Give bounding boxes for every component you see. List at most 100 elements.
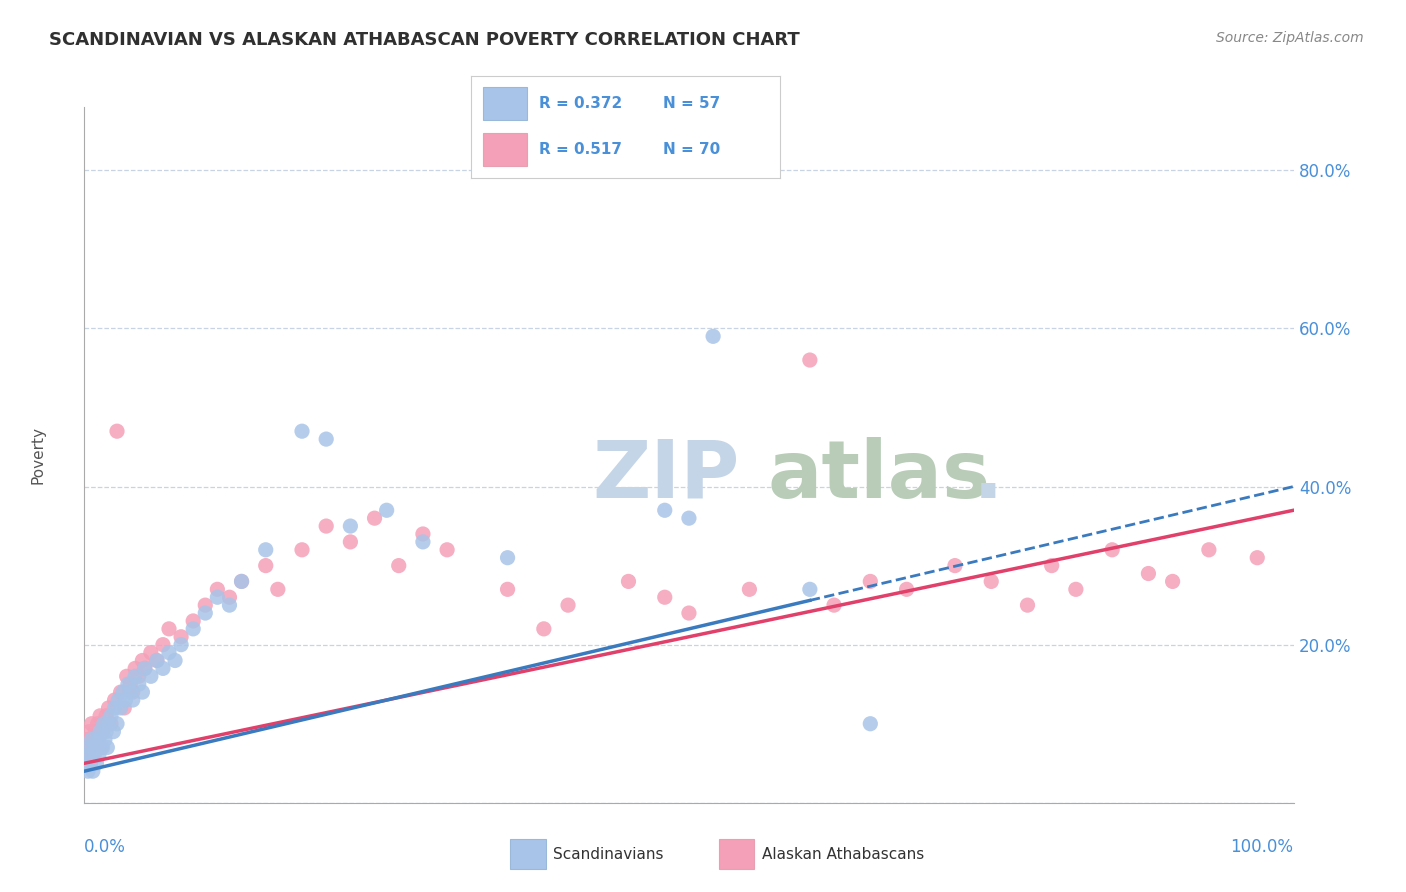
Point [121, 685, 143, 699]
Point [557, 598, 579, 612]
Point [75, 748, 97, 763]
Text: ZIP: ZIP [592, 437, 740, 515]
Point [120, 677, 142, 691]
Point [496, 582, 519, 597]
Point [89, 708, 111, 723]
Bar [484, 87, 527, 120]
Point [315, 519, 337, 533]
Point [152, 661, 174, 675]
Point [231, 574, 253, 589]
Point [617, 574, 640, 589]
Point [94, 724, 117, 739]
Point [412, 534, 434, 549]
Point [83, 748, 105, 763]
Point [363, 511, 385, 525]
Text: 0.0%: 0.0% [84, 838, 127, 855]
Point [1246, 550, 1268, 565]
Text: 100.0%: 100.0% [1230, 838, 1294, 855]
Point [91, 740, 114, 755]
Point [93, 716, 115, 731]
Point [97, 716, 120, 731]
Bar [484, 133, 527, 166]
Point [388, 558, 411, 573]
Point [436, 542, 458, 557]
Point [799, 353, 821, 368]
Point [980, 574, 1002, 589]
Point [152, 638, 174, 652]
Point [77, 764, 100, 779]
Point [93, 716, 115, 731]
Point [124, 669, 146, 683]
Text: R = 0.517: R = 0.517 [538, 142, 621, 157]
Point [1064, 582, 1087, 597]
Text: N = 57: N = 57 [662, 96, 720, 111]
Point [943, 558, 966, 573]
Point [1198, 542, 1220, 557]
Point [82, 764, 104, 779]
Point [79, 756, 101, 771]
Point [207, 582, 229, 597]
Point [96, 740, 118, 755]
Point [114, 693, 136, 707]
Point [496, 550, 519, 565]
Point [678, 606, 700, 620]
Point [128, 669, 150, 683]
Point [80, 716, 103, 731]
Point [339, 519, 361, 533]
Point [87, 748, 110, 763]
Point [157, 646, 180, 660]
Point [77, 740, 100, 755]
Bar [718, 839, 754, 869]
Point [86, 740, 108, 755]
Point [738, 582, 761, 597]
Point [194, 606, 217, 620]
Point [128, 677, 150, 691]
Point [94, 708, 117, 723]
Point [533, 622, 555, 636]
Point [110, 701, 132, 715]
Text: N = 70: N = 70 [662, 142, 720, 157]
Point [105, 424, 128, 438]
Point [120, 685, 142, 699]
Point [218, 598, 240, 612]
Point [139, 646, 162, 660]
Text: Scandinavians: Scandinavians [554, 847, 664, 862]
Point [103, 724, 125, 739]
Point [75, 756, 97, 771]
Point [170, 630, 193, 644]
Point [76, 748, 98, 763]
Point [1137, 566, 1160, 581]
Text: Source: ZipAtlas.com: Source: ZipAtlas.com [1216, 31, 1364, 45]
Point [121, 693, 143, 707]
Point [100, 716, 122, 731]
Point [84, 724, 107, 739]
Point [267, 582, 290, 597]
Point [181, 622, 204, 636]
Point [896, 582, 918, 597]
Text: Poverty: Poverty [31, 425, 46, 484]
Point [94, 732, 117, 747]
Point [1017, 598, 1039, 612]
Point [134, 661, 156, 675]
Point [1101, 542, 1123, 557]
Point [254, 542, 277, 557]
Point [134, 661, 156, 675]
Point [104, 693, 127, 707]
Point [702, 329, 724, 343]
Text: Alaskan Athabascans: Alaskan Athabascans [762, 847, 924, 862]
Point [112, 685, 135, 699]
Point [799, 582, 821, 597]
Point [124, 661, 146, 675]
Point [79, 740, 101, 755]
Point [117, 677, 139, 691]
Text: SCANDINAVIAN VS ALASKAN ATHABASCAN POVERTY CORRELATION CHART: SCANDINAVIAN VS ALASKAN ATHABASCAN POVER… [49, 31, 800, 49]
Point [170, 638, 193, 652]
Point [375, 503, 398, 517]
Point [157, 622, 180, 636]
Point [291, 424, 314, 438]
Point [97, 701, 120, 715]
Point [859, 716, 882, 731]
Point [146, 653, 169, 667]
Point [86, 732, 108, 747]
Point [207, 591, 229, 605]
